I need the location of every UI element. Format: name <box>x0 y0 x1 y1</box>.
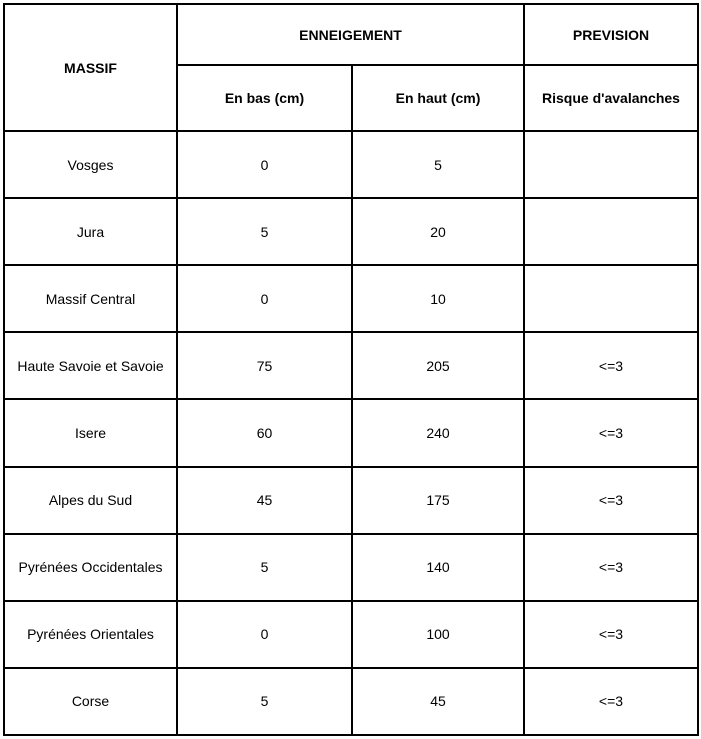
table-row: Isere 60 240 <=3 <box>3 398 699 468</box>
en-haut-cell: 175 <box>351 465 525 535</box>
table-row: Vosges 0 5 <box>3 129 699 200</box>
massif-cell: Isere <box>3 398 178 468</box>
risque-cell: <=3 <box>523 465 699 535</box>
en-haut-cell: 45 <box>351 666 525 737</box>
table-row: Jura 5 20 <box>3 197 699 267</box>
en-bas-cell: 5 <box>176 666 353 737</box>
en-bas-cell: 75 <box>176 331 353 401</box>
en-bas-cell: 60 <box>176 398 353 468</box>
header-risque-avalanches: Risque d'avalanches <box>523 64 699 132</box>
en-bas-cell: 5 <box>176 197 353 267</box>
en-haut-cell: 205 <box>351 331 525 401</box>
header-row-groups: MASSIF ENNEIGEMENT PREVISION <box>3 3 699 132</box>
risque-cell: <=3 <box>523 666 699 737</box>
en-bas-cell: 0 <box>176 264 353 334</box>
risque-cell: <=3 <box>523 599 699 669</box>
risque-cell: <=3 <box>523 398 699 468</box>
table-row: Alpes du Sud 45 175 <=3 <box>3 465 699 535</box>
table-row: Massif Central 0 10 <box>3 264 699 334</box>
massif-cell: Massif Central <box>3 264 178 334</box>
en-bas-cell: 0 <box>176 129 353 200</box>
header-row-columns: En bas (cm) En haut (cm) Risque d'avalan… <box>4 64 699 132</box>
en-bas-cell: 0 <box>176 599 353 669</box>
header-enneigement: ENNEIGEMENT <box>176 3 525 66</box>
header-en-haut: En haut (cm) <box>351 64 525 132</box>
table-row: Corse 5 45 <=3 <box>3 666 699 737</box>
table-row: Haute Savoie et Savoie 75 205 <=3 <box>3 331 699 401</box>
header-en-bas: En bas (cm) <box>176 64 353 132</box>
en-haut-cell: 100 <box>351 599 525 669</box>
risque-cell: <=3 <box>523 331 699 401</box>
massif-cell: Pyrénées Occidentales <box>3 532 178 602</box>
en-haut-cell: 140 <box>351 532 525 602</box>
massif-cell: Jura <box>3 197 178 267</box>
massif-cell: Haute Savoie et Savoie <box>3 331 178 401</box>
en-bas-cell: 45 <box>176 465 353 535</box>
table-row: Pyrénées Orientales 0 100 <=3 <box>3 599 699 669</box>
snow-report-table: MASSIF ENNEIGEMENT PREVISION En bas (cm)… <box>3 3 699 737</box>
risque-cell <box>523 197 699 267</box>
table-row: Pyrénées Occidentales 5 140 <=3 <box>3 532 699 602</box>
en-haut-cell: 10 <box>351 264 525 334</box>
en-haut-cell: 240 <box>351 398 525 468</box>
massif-cell: Corse <box>3 666 178 737</box>
header-massif: MASSIF <box>3 3 178 132</box>
risque-cell: <=3 <box>523 532 699 602</box>
en-haut-cell: 20 <box>351 197 525 267</box>
massif-cell: Alpes du Sud <box>3 465 178 535</box>
risque-cell <box>523 264 699 334</box>
en-bas-cell: 5 <box>176 532 353 602</box>
risque-cell <box>523 129 699 200</box>
header-prevision: PREVISION <box>523 3 699 66</box>
en-haut-cell: 5 <box>351 129 525 200</box>
massif-cell: Vosges <box>3 129 178 200</box>
massif-cell: Pyrénées Orientales <box>3 599 178 669</box>
